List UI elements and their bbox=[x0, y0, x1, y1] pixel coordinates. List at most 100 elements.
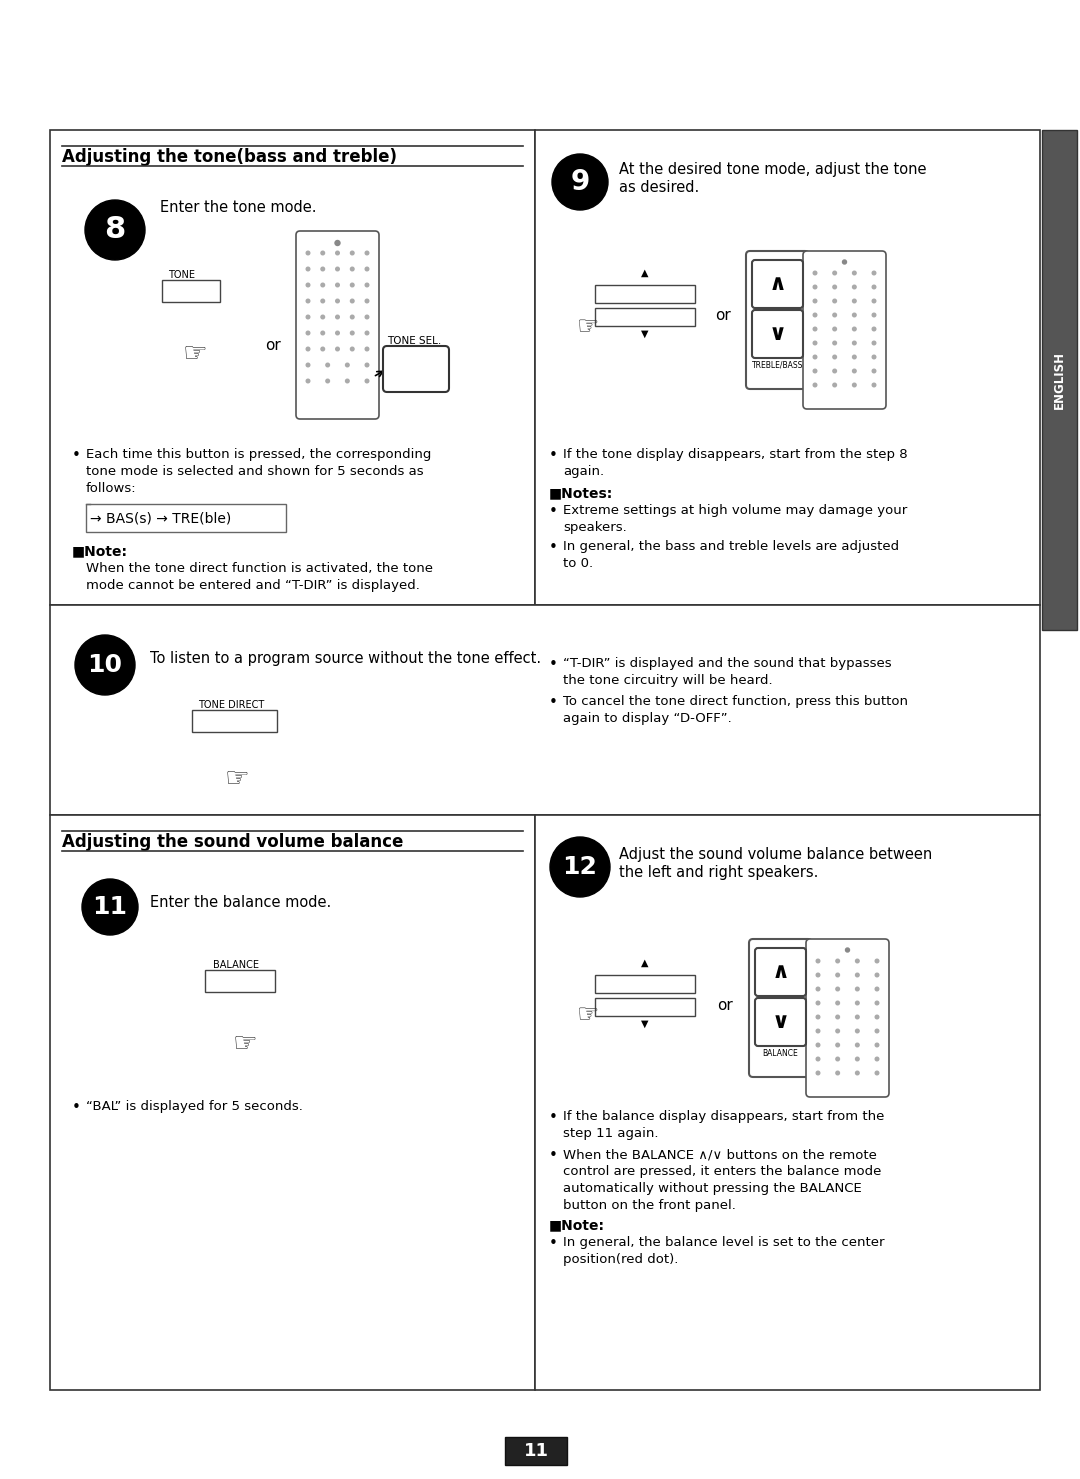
Circle shape bbox=[816, 1001, 820, 1004]
Circle shape bbox=[833, 327, 837, 331]
Circle shape bbox=[875, 1029, 879, 1032]
Circle shape bbox=[307, 364, 310, 367]
Circle shape bbox=[816, 973, 820, 976]
Text: follows:: follows: bbox=[86, 482, 137, 495]
Text: 11: 11 bbox=[524, 1442, 549, 1460]
Circle shape bbox=[336, 299, 339, 303]
Circle shape bbox=[852, 355, 856, 359]
Circle shape bbox=[365, 251, 368, 254]
Circle shape bbox=[836, 1043, 839, 1047]
FancyBboxPatch shape bbox=[383, 346, 449, 392]
Circle shape bbox=[855, 1057, 859, 1060]
Text: ∧: ∧ bbox=[771, 961, 789, 982]
Circle shape bbox=[346, 379, 349, 383]
Circle shape bbox=[875, 1043, 879, 1047]
Bar bbox=[595, 975, 696, 992]
Bar bbox=[205, 970, 275, 992]
Text: Adjust the sound volume balance between: Adjust the sound volume balance between bbox=[619, 847, 932, 862]
FancyBboxPatch shape bbox=[755, 948, 806, 995]
Circle shape bbox=[852, 342, 856, 345]
Circle shape bbox=[855, 1001, 859, 1004]
Bar bbox=[162, 280, 220, 302]
Bar bbox=[595, 308, 696, 325]
Bar bbox=[595, 285, 696, 303]
Circle shape bbox=[326, 379, 329, 383]
Text: In general, the balance level is set to the center: In general, the balance level is set to … bbox=[563, 1236, 885, 1248]
Text: to 0.: to 0. bbox=[563, 558, 593, 569]
Circle shape bbox=[365, 315, 368, 319]
Circle shape bbox=[365, 299, 368, 303]
Text: •: • bbox=[72, 1100, 81, 1115]
Circle shape bbox=[307, 251, 310, 254]
Circle shape bbox=[833, 370, 837, 373]
Circle shape bbox=[816, 1029, 820, 1032]
Text: ■Note:: ■Note: bbox=[72, 544, 129, 558]
Text: If the balance display disappears, start from the: If the balance display disappears, start… bbox=[563, 1111, 885, 1123]
Circle shape bbox=[813, 314, 816, 317]
Circle shape bbox=[833, 285, 837, 288]
Text: TONE DIRECT: TONE DIRECT bbox=[198, 700, 265, 710]
Circle shape bbox=[873, 285, 876, 288]
Circle shape bbox=[875, 986, 879, 991]
Circle shape bbox=[335, 241, 340, 246]
FancyBboxPatch shape bbox=[746, 251, 809, 389]
Text: ☞: ☞ bbox=[225, 765, 249, 793]
Circle shape bbox=[552, 154, 608, 210]
Circle shape bbox=[852, 271, 856, 275]
Text: again to display “D-OFF”.: again to display “D-OFF”. bbox=[563, 711, 732, 725]
Text: ■Note:: ■Note: bbox=[549, 1219, 605, 1232]
Circle shape bbox=[350, 282, 354, 287]
Circle shape bbox=[307, 268, 310, 271]
Circle shape bbox=[873, 355, 876, 359]
Circle shape bbox=[836, 986, 839, 991]
Circle shape bbox=[321, 348, 325, 351]
Circle shape bbox=[365, 331, 368, 334]
Circle shape bbox=[836, 1029, 839, 1032]
Text: “BAL” is displayed for 5 seconds.: “BAL” is displayed for 5 seconds. bbox=[86, 1100, 302, 1114]
Circle shape bbox=[836, 973, 839, 976]
Circle shape bbox=[816, 1015, 820, 1019]
Circle shape bbox=[836, 1057, 839, 1060]
Text: or: or bbox=[715, 308, 731, 322]
Bar bbox=[1042, 130, 1077, 630]
Text: •: • bbox=[549, 448, 558, 463]
Text: Extreme settings at high volume may damage your: Extreme settings at high volume may dama… bbox=[563, 504, 907, 518]
Circle shape bbox=[836, 960, 839, 963]
FancyBboxPatch shape bbox=[806, 939, 889, 1097]
Circle shape bbox=[875, 973, 879, 976]
Circle shape bbox=[307, 379, 310, 383]
Circle shape bbox=[816, 960, 820, 963]
Circle shape bbox=[816, 986, 820, 991]
Text: button on the front panel.: button on the front panel. bbox=[563, 1199, 735, 1211]
Circle shape bbox=[336, 315, 339, 319]
Circle shape bbox=[855, 973, 859, 976]
Text: TONE SEL.: TONE SEL. bbox=[387, 336, 442, 346]
Circle shape bbox=[875, 1057, 879, 1060]
Text: At the desired tone mode, adjust the tone: At the desired tone mode, adjust the ton… bbox=[619, 163, 927, 177]
Circle shape bbox=[813, 327, 816, 331]
FancyBboxPatch shape bbox=[804, 251, 886, 410]
Circle shape bbox=[365, 268, 368, 271]
Circle shape bbox=[307, 348, 310, 351]
Text: Enter the tone mode.: Enter the tone mode. bbox=[160, 200, 316, 214]
Text: ∨: ∨ bbox=[769, 324, 786, 345]
Circle shape bbox=[833, 383, 837, 387]
Circle shape bbox=[85, 200, 145, 260]
Text: ▼: ▼ bbox=[642, 1019, 649, 1029]
Text: again.: again. bbox=[563, 464, 604, 478]
Circle shape bbox=[816, 1071, 820, 1075]
Circle shape bbox=[326, 364, 329, 367]
Text: or: or bbox=[717, 998, 732, 1013]
Text: •: • bbox=[549, 1148, 558, 1162]
Circle shape bbox=[350, 299, 354, 303]
Bar bbox=[535, 815, 1040, 1390]
Text: ☞: ☞ bbox=[577, 1003, 599, 1026]
Circle shape bbox=[813, 271, 816, 275]
Circle shape bbox=[307, 315, 310, 319]
Circle shape bbox=[813, 299, 816, 303]
Circle shape bbox=[873, 271, 876, 275]
Text: position(red dot).: position(red dot). bbox=[563, 1253, 678, 1266]
Circle shape bbox=[855, 1029, 859, 1032]
Circle shape bbox=[842, 260, 847, 263]
Text: In general, the bass and treble levels are adjusted: In general, the bass and treble levels a… bbox=[563, 540, 900, 553]
